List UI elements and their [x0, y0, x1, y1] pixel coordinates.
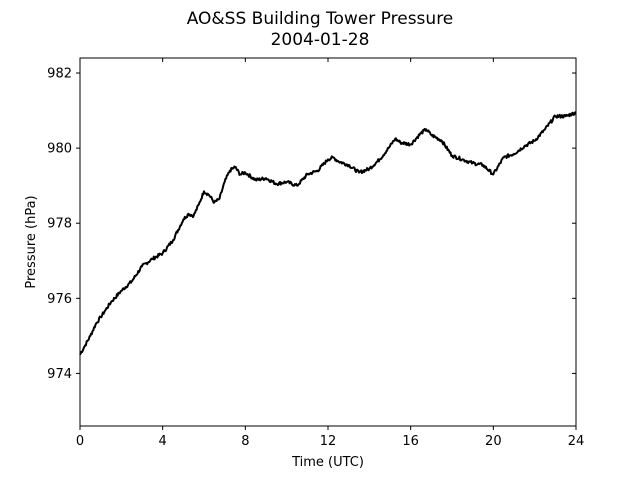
pressure-series-line	[79, 111, 577, 356]
y-tick-label: 974	[47, 367, 72, 382]
x-tick-label: 8	[241, 434, 249, 449]
x-axis-label: Time (UTC)	[291, 455, 364, 470]
x-axis-ticks: 0 4 8 12 16 20 24	[76, 58, 584, 449]
y-tick-label: 978	[47, 217, 72, 232]
x-tick-label: 24	[568, 434, 585, 449]
x-tick-label: 0	[76, 434, 84, 449]
y-tick-label: 982	[47, 67, 72, 82]
x-tick-label: 12	[320, 434, 337, 449]
chart-title: AO&SS Building Tower Pressure	[187, 9, 454, 29]
x-tick-label: 4	[159, 434, 167, 449]
chart-subtitle: 2004-01-28	[271, 30, 370, 50]
y-tick-label: 980	[47, 142, 72, 157]
x-tick-label: 20	[485, 434, 502, 449]
y-axis-ticks: 974 976 978 980 982	[47, 67, 576, 382]
y-axis-label: Pressure (hPa)	[24, 195, 39, 288]
plot-frame	[79, 57, 577, 427]
y-tick-label: 976	[47, 292, 72, 307]
x-tick-label: 16	[402, 434, 419, 449]
